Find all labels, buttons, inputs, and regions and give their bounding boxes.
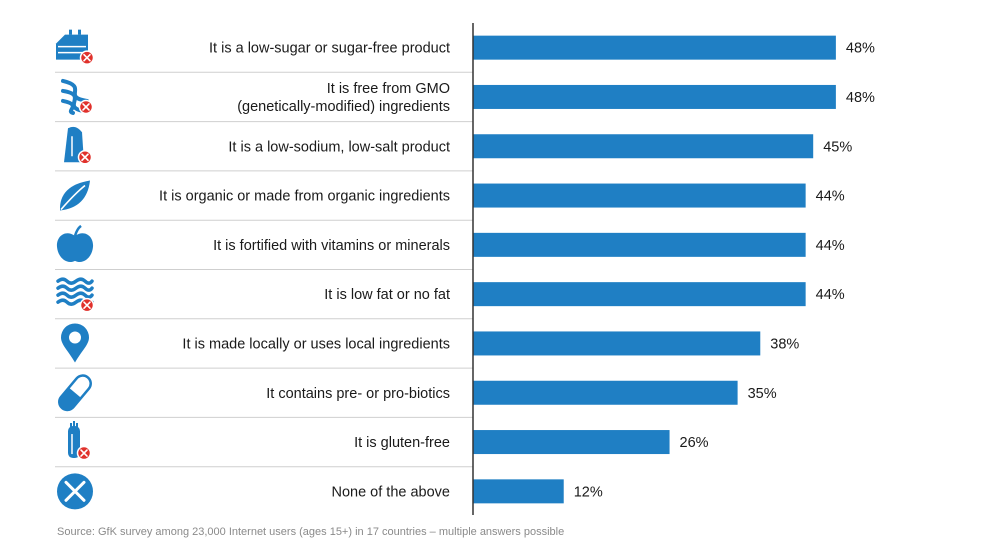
bar [473,232,806,257]
category-label: It contains pre- or pro-biotics [266,386,450,402]
category-label: It is a low-sugar or sugar-free product [209,41,450,57]
bar [473,183,806,208]
bar-chart: It is a low-sugar or sugar-free product I… [55,23,875,515]
bar [473,134,814,159]
x-circle-icon [57,473,93,510]
fat-strips-no-icon [56,277,95,313]
value-label: 38% [770,336,799,352]
category-label: It is free from GMO (genetically-modified… [237,81,450,115]
value-label: 48% [846,41,875,57]
value-label: 44% [816,189,845,205]
category-label: It is gluten-free [354,435,450,451]
chart-bars: 48% 48% 45% 44% 44% 44% 38% 35% 26% 12% [473,35,875,504]
value-label: 44% [816,238,845,254]
dna-no-icon [61,78,94,115]
salt-shaker-no-icon [64,126,93,165]
category-label: It is made locally or uses local ingredi… [182,336,450,352]
value-label: 45% [823,139,852,155]
source-note: Source: GfK survey among 23,000 Internet… [57,526,565,538]
apple-icon [56,224,94,262]
category-label: It is low fat or no fat [324,287,450,303]
category-label: None of the above [331,484,450,500]
location-pin-icon [61,323,89,363]
chart-rows: It is a low-sugar or sugar-free product I… [55,29,473,510]
category-label: It is fortified with vitamins or mineral… [213,238,450,254]
bar [473,282,806,307]
bar [473,331,761,356]
category-label: It is a low-sodium, low-salt product [228,139,450,155]
wheat-no-icon [68,421,92,461]
bar [473,380,738,405]
value-label: 26% [680,435,709,451]
bar [473,35,836,60]
value-label: 35% [748,386,777,402]
cake-no-icon [56,29,95,65]
bar [473,84,836,109]
value-label: 48% [846,90,875,106]
category-label: It is organic or made from organic ingre… [159,189,450,205]
capsule-icon [58,374,92,412]
leaf-icon [59,180,90,211]
bar [473,479,564,504]
bar [473,430,670,455]
value-label: 44% [816,287,845,303]
value-label: 12% [574,484,603,500]
